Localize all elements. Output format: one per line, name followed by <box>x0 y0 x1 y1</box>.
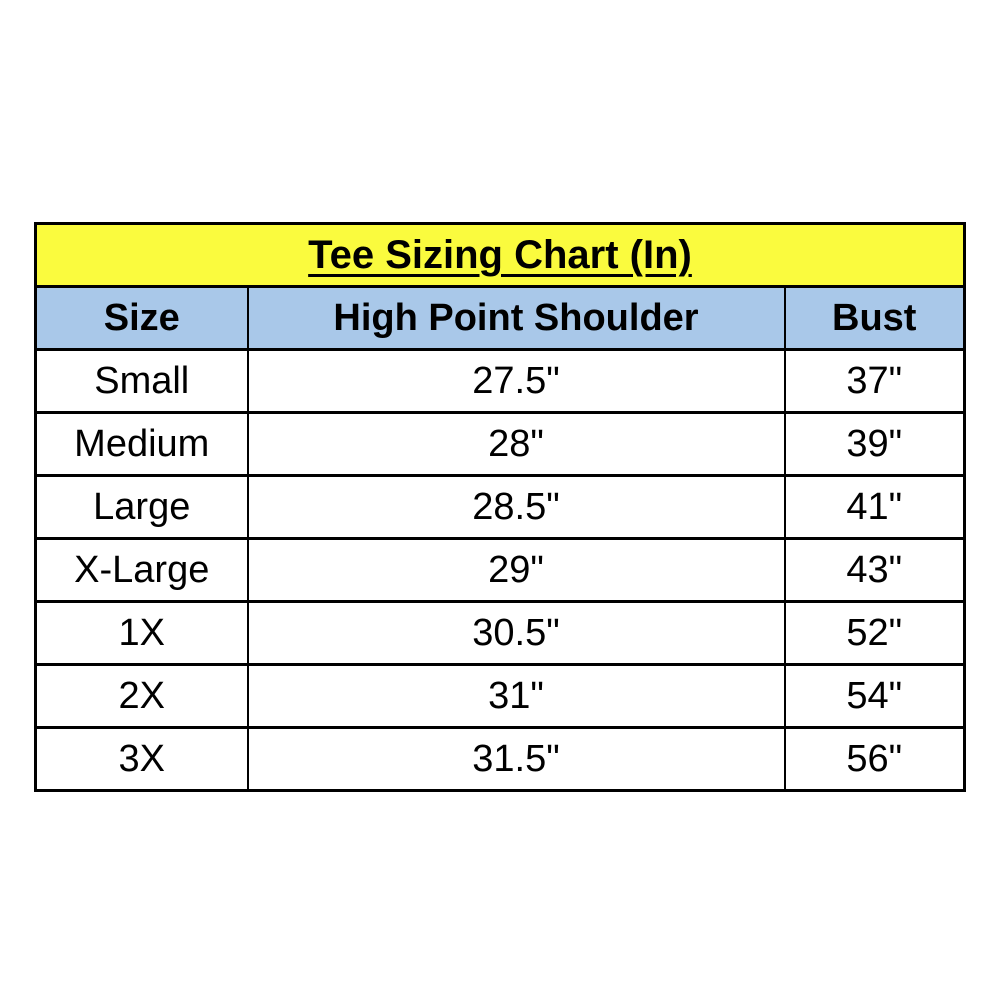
table-row: 3X 31.5" 56" <box>34 726 966 792</box>
size-cell: X-Large <box>34 537 249 603</box>
table-row: Large 28.5" 41" <box>34 474 966 540</box>
bust-cell: 56" <box>783 726 966 792</box>
table-title-cell: Tee Sizing Chart (In) <box>34 222 966 288</box>
tee-sizing-chart-table: Tee Sizing Chart (In) Size High Point Sh… <box>34 222 966 792</box>
hps-cell: 30.5" <box>246 600 786 666</box>
bust-cell: 54" <box>783 663 966 729</box>
size-cell: Large <box>34 474 249 540</box>
column-header-high-point-shoulder: High Point Shoulder <box>246 285 786 351</box>
table-row: X-Large 29" 43" <box>34 537 966 603</box>
table-row: Small 27.5" 37" <box>34 348 966 414</box>
size-cell: 1X <box>34 600 249 666</box>
hps-cell: 29" <box>246 537 786 603</box>
hps-cell: 28.5" <box>246 474 786 540</box>
hps-cell: 27.5" <box>246 348 786 414</box>
table-title: Tee Sizing Chart (In) <box>308 232 692 277</box>
bust-cell: 52" <box>783 600 966 666</box>
size-cell: Small <box>34 348 249 414</box>
table-row: 2X 31" 54" <box>34 663 966 729</box>
hps-cell: 31" <box>246 663 786 729</box>
table-header-row: Size High Point Shoulder Bust <box>34 285 966 351</box>
table-row: 1X 30.5" 52" <box>34 600 966 666</box>
table-title-row: Tee Sizing Chart (In) <box>34 222 966 288</box>
hps-cell: 28" <box>246 411 786 477</box>
size-cell: Medium <box>34 411 249 477</box>
hps-cell: 31.5" <box>246 726 786 792</box>
bust-cell: 41" <box>783 474 966 540</box>
bust-cell: 43" <box>783 537 966 603</box>
table-row: Medium 28" 39" <box>34 411 966 477</box>
column-header-size: Size <box>34 285 249 351</box>
bust-cell: 37" <box>783 348 966 414</box>
bust-cell: 39" <box>783 411 966 477</box>
size-cell: 3X <box>34 726 249 792</box>
column-header-bust: Bust <box>783 285 966 351</box>
size-cell: 2X <box>34 663 249 729</box>
